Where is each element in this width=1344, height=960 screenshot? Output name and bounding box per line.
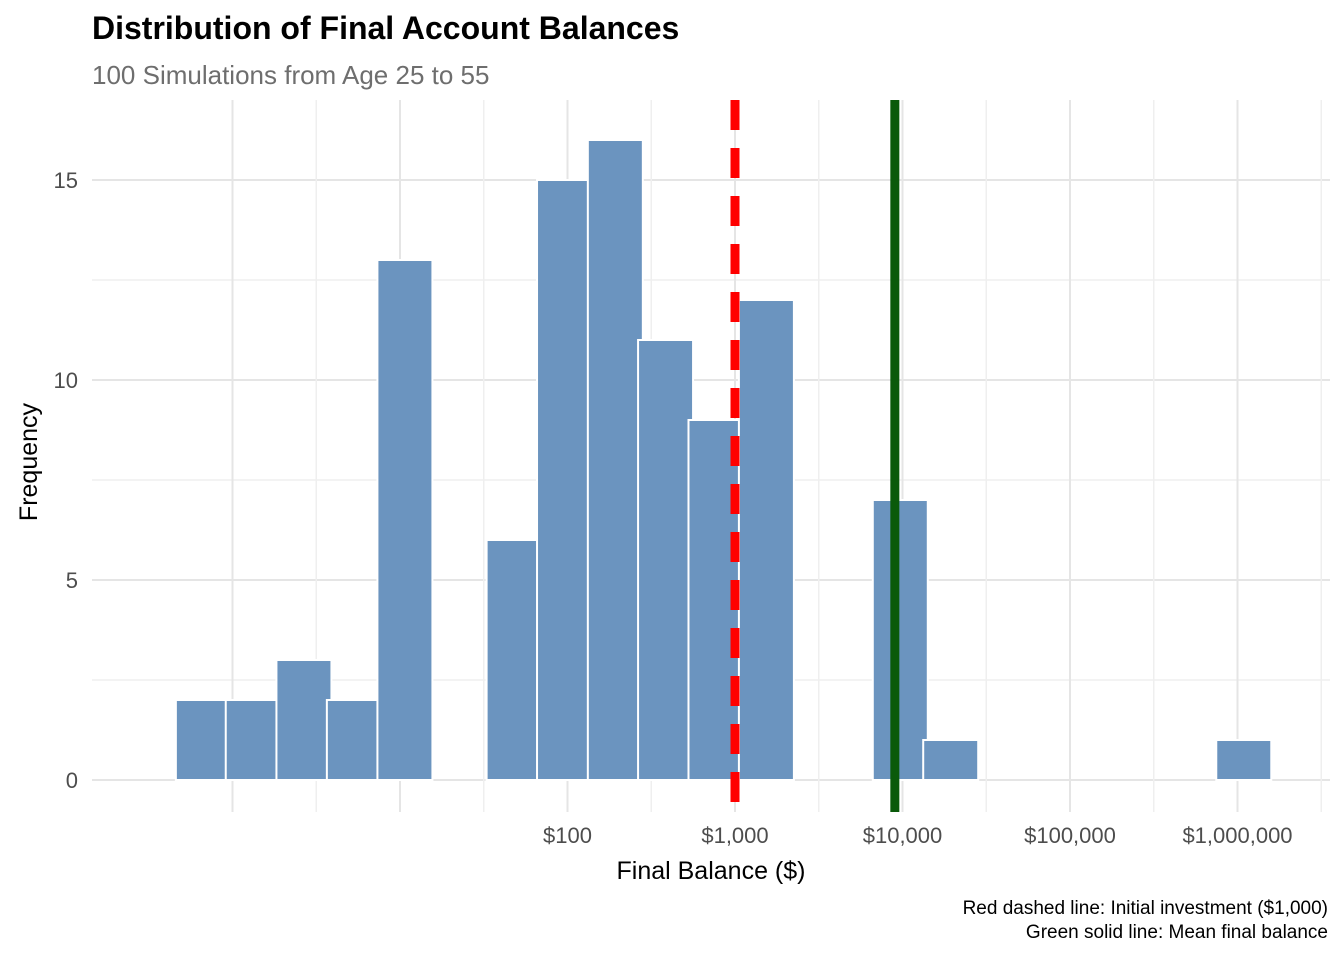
caption-green-line: Green solid line: Mean final balance bbox=[1025, 922, 1328, 943]
chart-subtitle: 100 Simulations from Age 25 to 55 bbox=[92, 60, 490, 90]
histogram-bar bbox=[1215, 739, 1273, 781]
x-tick-label: $10,000 bbox=[863, 823, 943, 848]
y-tick-label: 5 bbox=[66, 568, 78, 593]
histogram-bar bbox=[174, 699, 232, 781]
histogram-bar bbox=[485, 539, 543, 781]
axis-layer: 0 5 10 15 $100 $1,000 $10,000 $100,000 $1,000,00… bbox=[54, 168, 1293, 848]
y-axis-label: Frequency bbox=[15, 402, 43, 521]
histogram-bar bbox=[536, 179, 594, 781]
x-tick-label: $100 bbox=[543, 823, 592, 848]
histogram-bar bbox=[737, 299, 795, 781]
histogram-bar bbox=[325, 699, 383, 781]
histogram-bar bbox=[275, 659, 333, 781]
x-axis-label: Final Balance ($) bbox=[617, 857, 806, 885]
y-tick-label: 10 bbox=[54, 368, 78, 393]
reference-line-layer bbox=[730, 100, 900, 812]
y-tick-label: 15 bbox=[54, 168, 78, 193]
histogram-bar bbox=[224, 699, 282, 781]
caption-red-line: Red dashed line: Initial investment ($1,… bbox=[962, 898, 1328, 919]
histogram-bar bbox=[922, 739, 980, 781]
histogram-bar bbox=[376, 259, 434, 781]
y-tick-label: 0 bbox=[66, 768, 78, 793]
histogram-bar bbox=[586, 139, 644, 781]
chart-title: Distribution of Final Account Balances bbox=[92, 10, 680, 46]
histogram-bar bbox=[871, 499, 929, 781]
bar-layer bbox=[174, 139, 1273, 781]
x-tick-label: $100,000 bbox=[1024, 823, 1116, 848]
x-tick-label: $1,000 bbox=[701, 823, 768, 848]
x-tick-label: $1,000,000 bbox=[1182, 823, 1292, 848]
histogram-bar bbox=[637, 339, 695, 781]
